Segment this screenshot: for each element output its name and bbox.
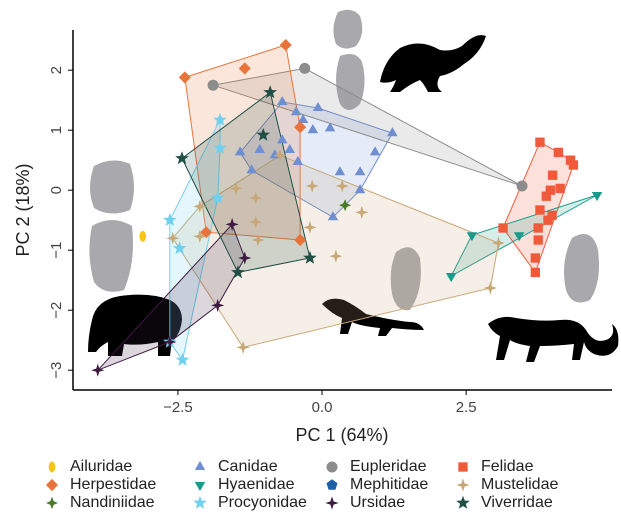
legend-marker <box>46 497 58 509</box>
legend-marker <box>49 462 56 473</box>
marker <box>569 160 578 169</box>
x-tick-label: 0.0 <box>312 399 333 416</box>
legend-label: Mustelidae <box>481 476 558 493</box>
legend-label: Hyaenidae <box>218 476 295 493</box>
legend-label: Ursidae <box>350 494 405 511</box>
legend-label: Felidae <box>481 458 534 475</box>
marker <box>535 205 544 214</box>
marker <box>517 181 528 192</box>
legend-marker <box>193 496 207 509</box>
tooth-image <box>89 220 133 292</box>
legend-marker <box>456 478 469 491</box>
legend-marker <box>458 462 467 471</box>
marker <box>534 235 543 244</box>
tooth-image <box>90 160 134 213</box>
legend-marker <box>325 496 338 509</box>
legend: Ailuridae Canidae Eupleridae Felidae Herpest… <box>46 458 558 511</box>
marker <box>531 268 540 277</box>
marker <box>176 353 190 366</box>
marker <box>139 231 146 242</box>
y-tick-label: −3 <box>48 362 65 379</box>
weasel-silhouette <box>380 35 486 92</box>
marker <box>555 184 564 193</box>
legend-label: Ailuridae <box>70 458 132 475</box>
y-tick-label: −2 <box>48 302 65 319</box>
legend-marker <box>195 482 205 491</box>
marker <box>548 171 557 180</box>
x-axis-title: PC 1 (64%) <box>295 425 388 445</box>
marker <box>498 223 507 232</box>
marker <box>208 80 219 91</box>
legend-label: Mephitidae <box>350 476 428 493</box>
x-tick-label: −2.5 <box>163 399 193 416</box>
x-tick-label: 2.5 <box>456 399 477 416</box>
legend-marker <box>46 479 58 491</box>
legend-marker <box>456 496 470 509</box>
chart: −2.5 0.0 2.5 −3 −2 −1 0 1 2 PC 1 (64%) PC 2 (18%… <box>0 0 621 518</box>
marker <box>531 253 540 262</box>
y-tick-label: −1 <box>48 242 65 259</box>
y-tick-label: 2 <box>48 66 65 74</box>
marker <box>554 148 563 157</box>
y-axis-title: PC 2 (18%) <box>13 163 33 256</box>
legend-marker <box>195 461 205 470</box>
legend-label: Nandiniidae <box>70 494 155 511</box>
legend-marker <box>327 462 338 473</box>
legend-label: Procyonidae <box>218 494 307 511</box>
legend-label: Eupleridae <box>350 458 427 475</box>
y-tick-label: 0 <box>48 186 65 194</box>
y-tick-label: 1 <box>48 126 65 134</box>
legend-label: Canidae <box>218 458 278 475</box>
legend-marker <box>327 479 338 490</box>
marker <box>543 216 552 225</box>
cat-silhouette <box>488 317 618 362</box>
legend-label: Viverridae <box>481 494 553 511</box>
marker <box>542 192 551 201</box>
tooth-image <box>564 234 599 302</box>
tooth-image <box>333 10 362 49</box>
marker <box>534 223 543 232</box>
legend-label: Herpestidae <box>70 476 156 493</box>
marker <box>535 138 544 147</box>
marker <box>299 63 310 74</box>
